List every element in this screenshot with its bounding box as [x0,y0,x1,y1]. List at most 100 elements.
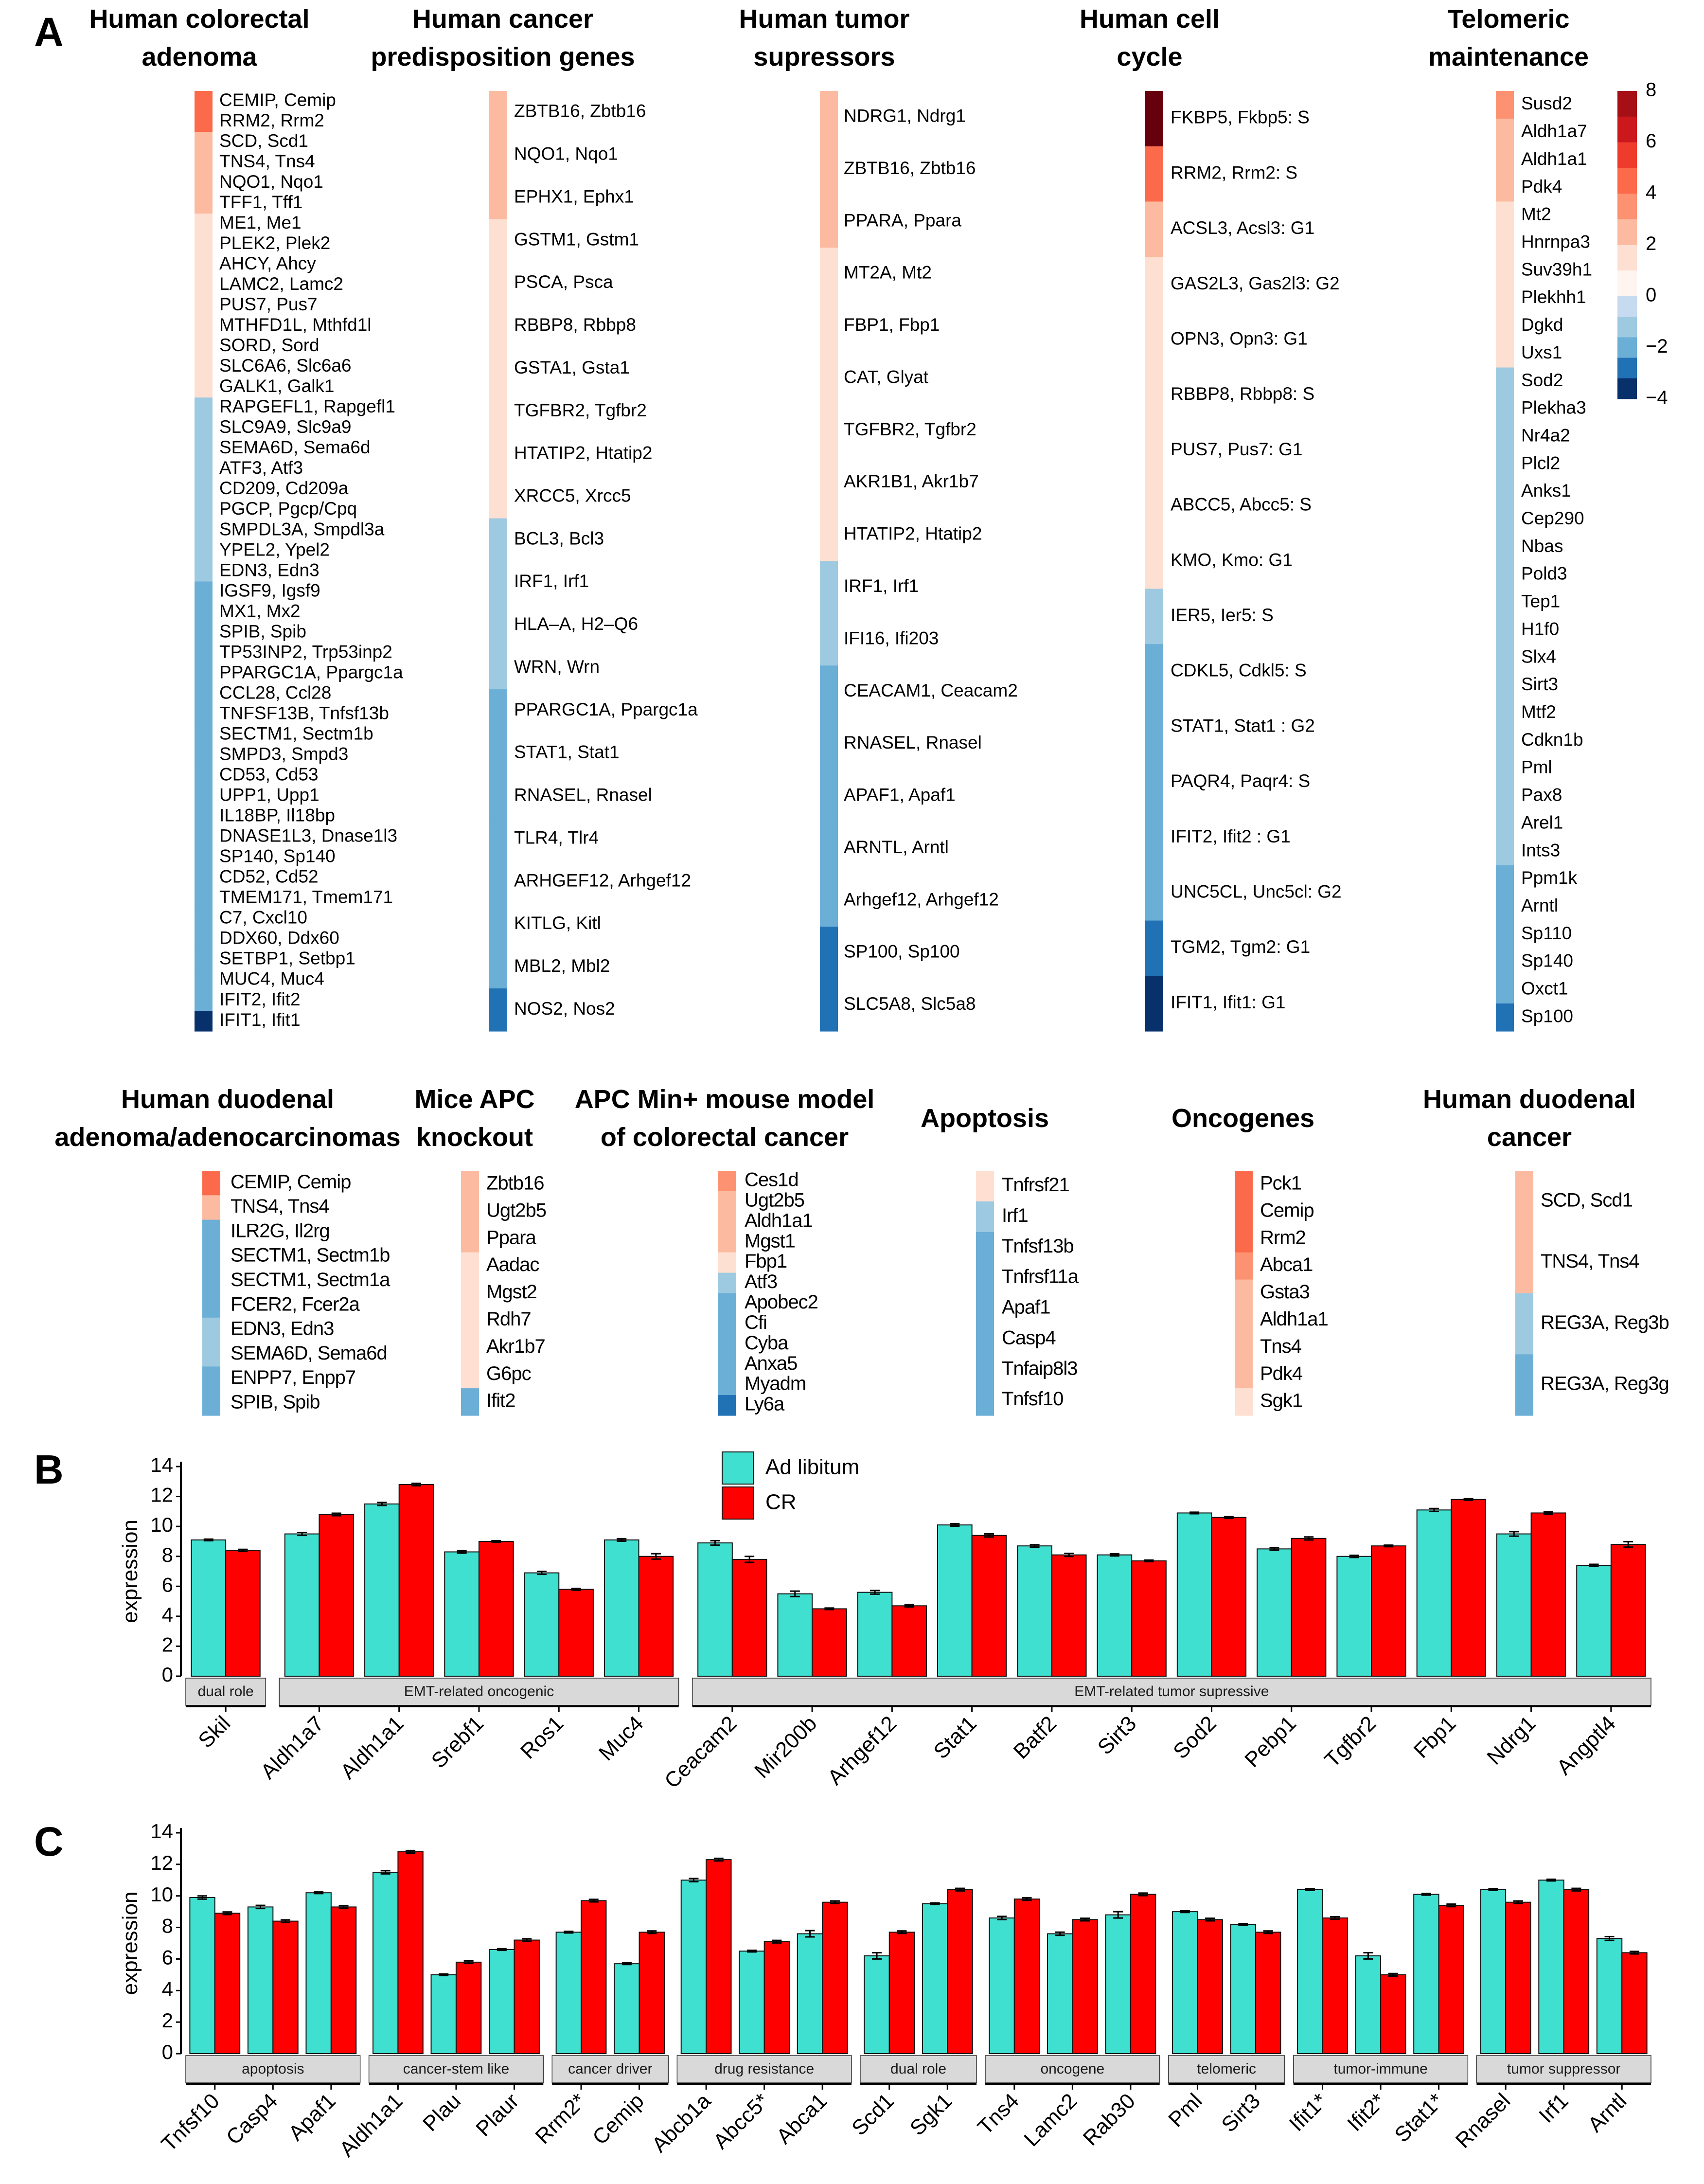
gene-label: Arhgef12, Arhgef12 [844,889,999,909]
fold-change-cell [489,860,507,903]
gene-label: Ugt2b5 [486,1199,546,1221]
gene-label: Tnfsf10 [1002,1388,1063,1410]
bar-ad-libitum [797,1933,823,2055]
color-scale-tick: 4 [1646,182,1656,203]
x-tick-label: Sod2 [1169,1711,1221,1763]
panel-a-label: A [34,9,64,55]
fold-change-cell [195,826,213,848]
fold-change-cell [195,806,213,827]
gene-label: Sirt3 [1521,674,1558,694]
gene-label: Nbas [1521,536,1563,556]
bar-ad-libitum [1496,1533,1532,1677]
fold-change-cell [820,927,838,980]
bar-cr [330,1906,357,2055]
fold-change-cell [1145,478,1163,534]
gene-label: TNS4, Tns4 [1541,1251,1639,1272]
gene-label: PGCP, Pgcp/Cpq [219,499,357,519]
gene-label: Ints3 [1521,840,1560,860]
gene-label: Arntl [1521,895,1558,915]
y-tick-label: 2 [162,1633,173,1656]
x-tick-label: Casp4 [222,2089,283,2149]
bar-ad-libitum [937,1524,973,1677]
bar-cr [1130,1894,1156,2054]
bar-cr [1505,1901,1531,2055]
gene-label: KMO, Kmo: G1 [1171,550,1293,570]
fold-change-cell [1235,1361,1253,1389]
gene-label: SP140, Sp140 [219,846,336,866]
facet-label: cancer driver [568,2061,652,2077]
gene-label: ENPP7, Enpp7 [231,1367,355,1388]
bar-ad-libitum [1538,1880,1564,2054]
fold-change-cell [489,390,507,433]
color-scale-bin [1617,296,1637,317]
gene-label: MUC4, Muc4 [219,969,324,989]
gene-label: Cyba [745,1332,789,1354]
fold-change-cell [1496,865,1514,894]
gene-label: ZBTB16, Zbtb16 [514,101,646,121]
fold-change-cell [195,643,213,664]
x-tick-label: Srebf1 [427,1711,488,1772]
x-tick-label: Rrm2* [531,2089,590,2148]
gene-label: Apaf1 [1002,1296,1050,1318]
fold-change-cell [1496,893,1514,921]
x-tick-label: Irf1 [1534,2089,1573,2128]
x-tick-label: Fbp1 [1409,1711,1461,1763]
bar-cr [1610,1544,1646,1677]
gene-label: Plekhh1 [1521,287,1586,307]
color-scale-bin [1617,219,1637,245]
fold-change-cell [202,1171,220,1196]
legend-swatch [722,1451,754,1485]
gene-label: PPARGC1A, Ppargc1a [514,699,698,719]
gene-label: Akr1b7 [486,1336,545,1357]
fold-change-cell [1145,312,1163,368]
color-scale-tick: 2 [1646,233,1656,254]
gene-label: GALK1, Galk1 [219,376,335,396]
gene-label: TNS4, Tns4 [231,1196,329,1217]
bar-ad-libitum [1576,1565,1612,1677]
color-scale-bin [1617,194,1637,220]
bar-cr [971,1535,1007,1677]
gene-label: ARHGEF12, Arhgef12 [514,870,691,890]
fold-change-cell [820,456,838,509]
gene-label: SECTM1, Sectm1b [219,723,373,743]
facet-strip [1293,2055,1469,2083]
x-tick-label: Arntl [1583,2089,1632,2137]
gene-label: Tnfrsf11a [1002,1266,1079,1288]
fold-change-cell [820,352,838,405]
x-tick-label: Lamc2 [1019,2089,1082,2151]
color-scale-tick: −4 [1646,387,1668,409]
gene-label: SLC9A9, Slc9a9 [219,417,352,437]
bar-ad-libitum [697,1542,733,1677]
bar-ad-libitum [680,1880,707,2054]
gene-label: IGSF9, Igsf9 [219,580,320,600]
fold-change-cell [195,295,213,316]
bar-ad-libitum [1413,1894,1439,2054]
fold-change-cell [1496,229,1514,257]
gene-label: Aldh1a1 [1521,149,1587,169]
fold-change-cell [461,1307,479,1334]
fold-change-cell [1496,976,1514,1004]
gene-label: SEMA6D, Sema6d [231,1343,387,1364]
gene-label: Plekha3 [1521,398,1586,418]
fold-change-cell [195,275,213,296]
gene-label: SLC5A8, Slc5a8 [844,994,976,1014]
gene-label: FBP1, Fbp1 [844,315,940,335]
gene-label: Suv39h1 [1521,259,1592,279]
gene-set-title: maintenance [1428,42,1589,72]
fold-change-cell [202,1342,220,1367]
gene-set-column: Human duodenal cancer SCD, Scd1 TNS4, Tns4 R… [1423,1085,1669,1416]
gene-label: RRM2, Rrm2 [219,110,324,130]
fold-change-cell [195,254,213,275]
fold-change-cell [1496,616,1514,644]
bar-cr [1211,1517,1247,1677]
bar-cr [397,1851,424,2055]
fold-change-cell [195,969,213,991]
gene-label: Cfi [745,1312,767,1333]
fold-change-cell [195,418,213,439]
gene-label: SECTM1, Sectm1a [231,1269,390,1290]
bar-cr [947,1889,973,2055]
facet-label: oncogene [1040,2061,1104,2077]
fold-change-cell [718,1375,736,1396]
fold-change-cell [1235,1279,1253,1307]
color-scale-bin [1617,270,1637,297]
